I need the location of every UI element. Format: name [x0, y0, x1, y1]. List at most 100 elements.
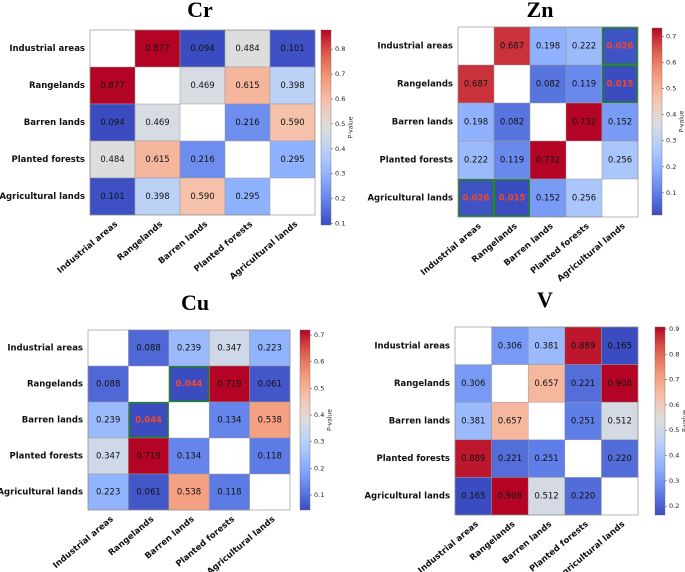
heatmap-cell [208, 473, 250, 511]
col-label: Rangelands [116, 220, 165, 264]
heatmap-cell [493, 178, 531, 218]
chart-title: Zn [527, 0, 554, 22]
cell-value: 0.732 [572, 118, 596, 128]
cell-value: 0.101 [100, 192, 124, 202]
heatmap-cell [601, 439, 639, 478]
cell-value: 0.295 [280, 155, 304, 165]
cell-value: 0.026 [463, 194, 490, 204]
heatmap-cell [601, 401, 639, 441]
cell-value: 0.469 [145, 118, 169, 128]
cell-value: 0.251 [534, 454, 558, 464]
heatmap-cell [564, 364, 602, 403]
cell-value: 0.256 [572, 194, 596, 204]
cell-value: 0.088 [96, 380, 120, 390]
heatmap-cell [529, 178, 567, 218]
heatmap-cell [224, 177, 271, 216]
cell-value: 0.216 [235, 118, 259, 128]
colorbar-tick-label: 0.1 [314, 491, 324, 499]
heatmap-panel: Zn Industrial areas Industrial areas Rangel… [367, 0, 685, 284]
heatmap-cell [89, 177, 136, 216]
row-label: Industrial areas [9, 44, 85, 54]
cell-value: 0.239 [96, 416, 120, 426]
row-label: Rangelands [27, 380, 83, 390]
heatmap-cell [527, 477, 566, 516]
heatmap-frame [89, 29, 316, 216]
row-label: Industrial areas [377, 42, 453, 52]
heatmap-frame [457, 26, 639, 218]
heatmap-cell [134, 103, 181, 142]
heatmap-cell [224, 103, 271, 142]
cell-value: 0.306 [461, 379, 485, 389]
colorbar-label: P-value [327, 409, 334, 431]
row-label: Agricultural lands [0, 192, 85, 202]
cell-value: 0.082 [500, 118, 524, 128]
colorbar [654, 326, 666, 516]
cell-value: 0.094 [190, 44, 214, 54]
cell-value: 0.061 [136, 488, 160, 498]
colorbar-tick-label: 0.4 [666, 111, 676, 119]
cell-value: 0.223 [96, 488, 120, 498]
heatmap-cell [134, 140, 181, 179]
colorbar-tick-label: 0.7 [335, 70, 345, 78]
row-label: Barren lands [389, 417, 450, 427]
heatmap-cell [457, 64, 495, 104]
cell-value: 0.118 [217, 488, 241, 498]
colorbar-tick-label: 0.9 [669, 325, 679, 333]
heatmap-cell [493, 140, 531, 180]
colorbar-tick-label: 0.5 [666, 85, 676, 93]
row-label: Agricultural lands [367, 194, 453, 204]
cell-value: 0.044 [176, 380, 203, 390]
row-label: Rangelands [394, 379, 450, 389]
cell-value: 0.134 [177, 452, 201, 462]
colorbar-tick-label: 0.5 [335, 120, 345, 128]
colorbar-tick-label: 0.4 [314, 411, 324, 419]
colorbar-label: P-value [348, 116, 355, 138]
heatmap-panel: Cu Industrial areas Industrial areas Rangel… [0, 290, 334, 572]
cell-value: 0.538 [177, 488, 201, 498]
row-label: Rangelands [397, 80, 453, 90]
cell-value: 0.222 [464, 156, 488, 166]
heatmap-cell [493, 102, 531, 142]
colorbar-tick-label: 0.7 [666, 32, 676, 40]
col-label: Industrial areas [416, 520, 480, 572]
row-label: Planted forests [380, 156, 453, 166]
cell-value: 0.251 [571, 417, 595, 427]
heatmap-cell [269, 140, 316, 179]
heatmap-cell [527, 364, 566, 403]
cell-value: 0.088 [136, 344, 160, 354]
row-label: Barren lands [22, 416, 83, 426]
heatmap-cell [168, 365, 210, 403]
heatmap-cell [529, 140, 567, 180]
colorbar-label: P-value [682, 410, 685, 432]
cell-value: 0.615 [235, 81, 259, 91]
cell-value: 0.590 [280, 118, 304, 128]
significance-box [494, 179, 530, 217]
cell-value: 0.484 [235, 44, 259, 54]
cell-value: 0.615 [145, 155, 169, 165]
cell-value: 0.398 [145, 192, 169, 202]
chart-title: Cr [187, 0, 213, 22]
significance-box [458, 179, 494, 217]
colorbar-tick-label: 0.2 [666, 163, 676, 171]
col-label: Industrial areas [51, 515, 115, 571]
heatmap-cell [564, 401, 602, 441]
row-label: Industrial areas [7, 344, 83, 354]
heatmap-cell [208, 329, 250, 367]
chart-title: V [537, 287, 553, 312]
heatmap-cell [134, 177, 181, 216]
heatmap-cell [269, 66, 316, 105]
heatmap-cell [128, 437, 170, 475]
cell-value: 0.094 [100, 118, 124, 128]
heatmap-cell [493, 26, 531, 66]
cell-value: 0.118 [258, 452, 282, 462]
heatmap-cell [564, 477, 602, 516]
cell-value: 0.256 [608, 156, 632, 166]
colorbar-tick-label: 0.7 [669, 376, 679, 384]
cell-value: 0.538 [258, 416, 282, 426]
cell-value: 0.687 [500, 42, 524, 52]
significance-box [169, 366, 210, 402]
heatmap-cell [128, 473, 170, 511]
heatmap-cell [457, 102, 495, 142]
col-label: Agricultural lands [556, 222, 628, 285]
